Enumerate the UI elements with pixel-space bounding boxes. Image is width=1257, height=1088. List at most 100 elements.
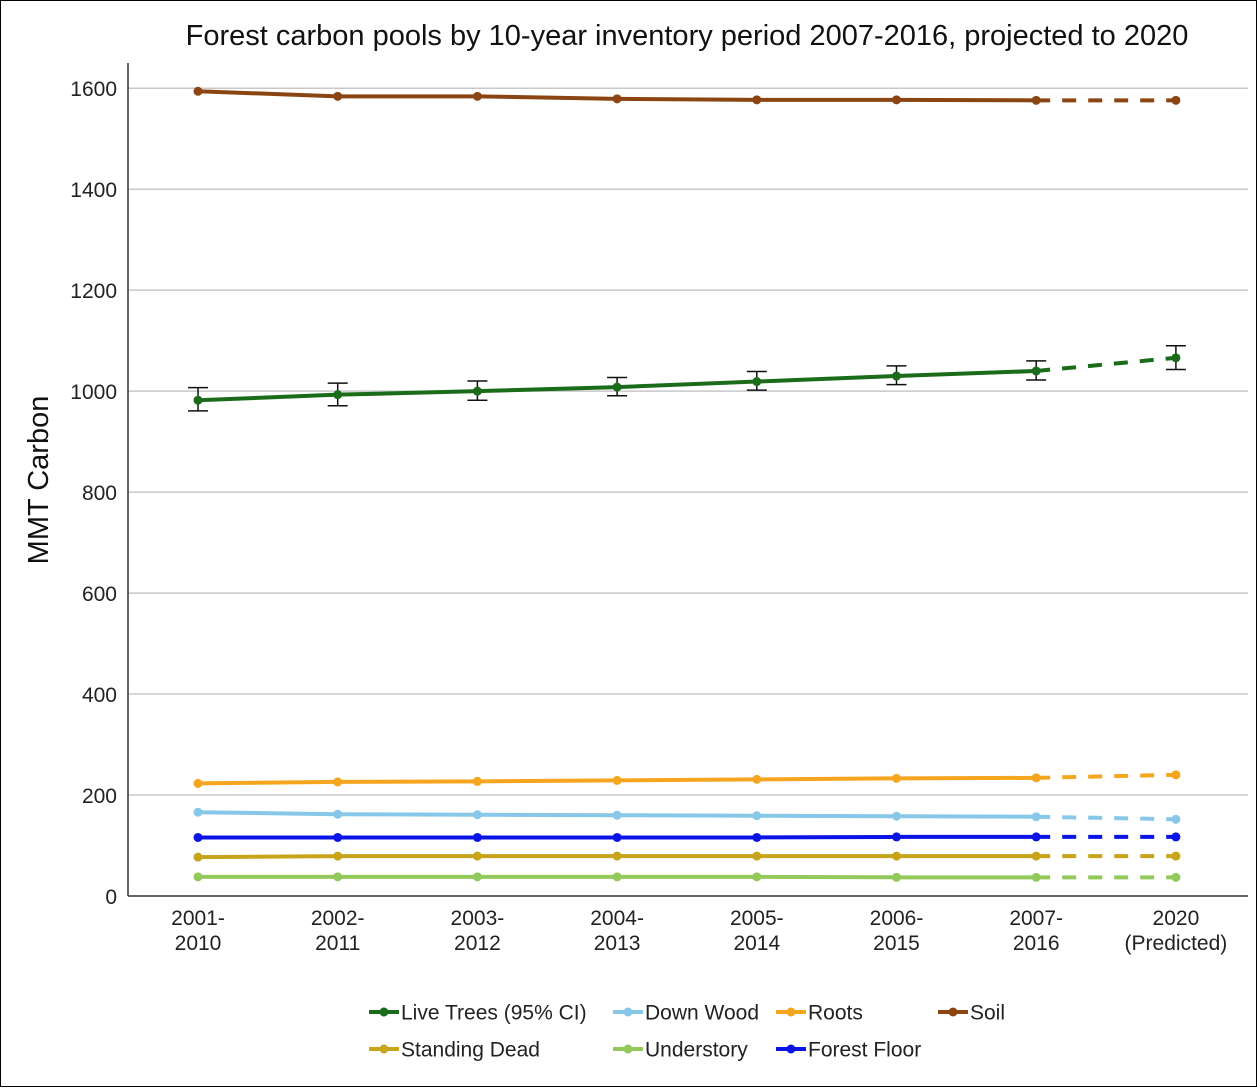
x-tick-label: 2005-2014 [730,907,784,955]
data-point [193,395,203,405]
series-live-trees-95-ci [188,344,1186,412]
data-point [752,774,762,784]
data-point [1031,832,1041,842]
data-point [1171,814,1181,824]
data-point [472,810,482,820]
data-point [612,775,622,785]
x-tick-label-line: 2016 [1013,932,1060,955]
x-tick-label: 2006-2015 [870,907,924,955]
data-point [612,382,622,392]
x-tick-label-line: 2005- [730,907,784,930]
y-tick-label: 400 [82,684,117,707]
x-tick-label-line: 2013 [594,932,641,955]
data-point [1171,770,1181,780]
x-tick-label-line: 2010 [175,932,222,955]
chart-title: Forest carbon pools by 10-year inventory… [186,20,1189,52]
data-point [193,807,203,817]
y-tick-label: 1000 [70,381,117,404]
x-tick-label: 2003-2012 [451,907,505,955]
data-point [612,851,622,861]
data-point [752,851,762,861]
legend-item: Standing Dead [369,1039,540,1062]
x-tick-label: 2002-2011 [311,907,365,955]
y-tick-label: 200 [82,785,117,808]
y-tick-label: 1600 [70,78,117,101]
legend-item: Soil [938,1002,1005,1025]
data-point [333,777,343,787]
data-point [1031,851,1041,861]
data-point [472,91,482,101]
data-point [193,778,203,788]
data-point [472,872,482,882]
x-tick-label-line: 2007- [1009,907,1063,930]
series-soil [193,86,1181,105]
x-tick-label-line: 2012 [454,932,501,955]
data-point [1031,773,1041,783]
data-point [752,377,762,387]
data-point [1171,872,1181,882]
y-tick-label: 0 [105,886,117,909]
data-point [1031,812,1041,822]
data-point [892,811,901,821]
legend-swatch-marker [379,1044,389,1054]
legend-label: Down Wood [645,1002,759,1025]
legend-label: Roots [808,1002,863,1025]
data-point [612,94,622,104]
y-axis-label: MMT Carbon [23,396,55,565]
data-point [193,852,203,862]
data-point [472,832,482,842]
legend-swatch-marker [379,1007,389,1017]
series-projection-line [1036,814,1176,822]
axes: 020040060080010001200140016002001-201020… [70,63,1248,955]
y-tick-label: 1200 [70,280,117,303]
data-point [892,773,901,783]
legend: Live Trees (95% CI) Down Wood Roots Soil Sta… [369,1002,1005,1062]
legend-label: Standing Dead [401,1039,540,1062]
legend-item: Down Wood [613,1002,759,1025]
data-point [1031,872,1041,882]
y-tick-label: 800 [82,482,117,505]
y-tick-label: 600 [82,583,117,606]
series-lines [188,86,1186,882]
data-point [1171,851,1181,861]
legend-swatch-marker [948,1007,958,1017]
series-down-wood [193,807,1181,824]
data-point [472,851,482,861]
legend-item: Understory [613,1039,748,1062]
x-tick-label-line: 2004- [590,907,644,930]
data-point [472,386,482,396]
series-forest-floor [193,832,1181,842]
x-tick-label-line: 2014 [733,932,780,955]
legend-item: Forest Floor [776,1039,921,1062]
x-tick-label: 2007-2016 [1009,907,1063,955]
series-projection-line [1036,355,1177,373]
data-point [193,86,203,96]
legend-swatch-marker [623,1007,633,1017]
data-point [333,851,343,861]
data-point [892,371,901,381]
x-tick-label: 2004-2013 [590,907,644,955]
data-point [1171,95,1181,105]
series-understory [193,872,1181,882]
data-point [752,872,762,882]
data-point [1171,353,1181,363]
x-tick-label-line: (Predicted) [1125,932,1228,955]
y-tick-label: 1400 [70,179,117,202]
data-point [193,872,203,882]
x-tick-label: 2001-2010 [171,907,225,955]
series-standing-dead [193,851,1181,862]
series-projection-line [1036,772,1176,780]
data-point [1031,366,1041,376]
data-point [752,832,762,842]
data-point [892,95,901,105]
data-point [612,872,622,882]
legend-label: Soil [970,1002,1005,1025]
x-tick-label-line: 2015 [873,932,920,955]
gridlines [128,87,1248,796]
legend-swatch-marker [786,1007,796,1017]
data-point [892,872,901,882]
data-point [892,832,901,842]
legend-swatch-marker [786,1044,796,1054]
